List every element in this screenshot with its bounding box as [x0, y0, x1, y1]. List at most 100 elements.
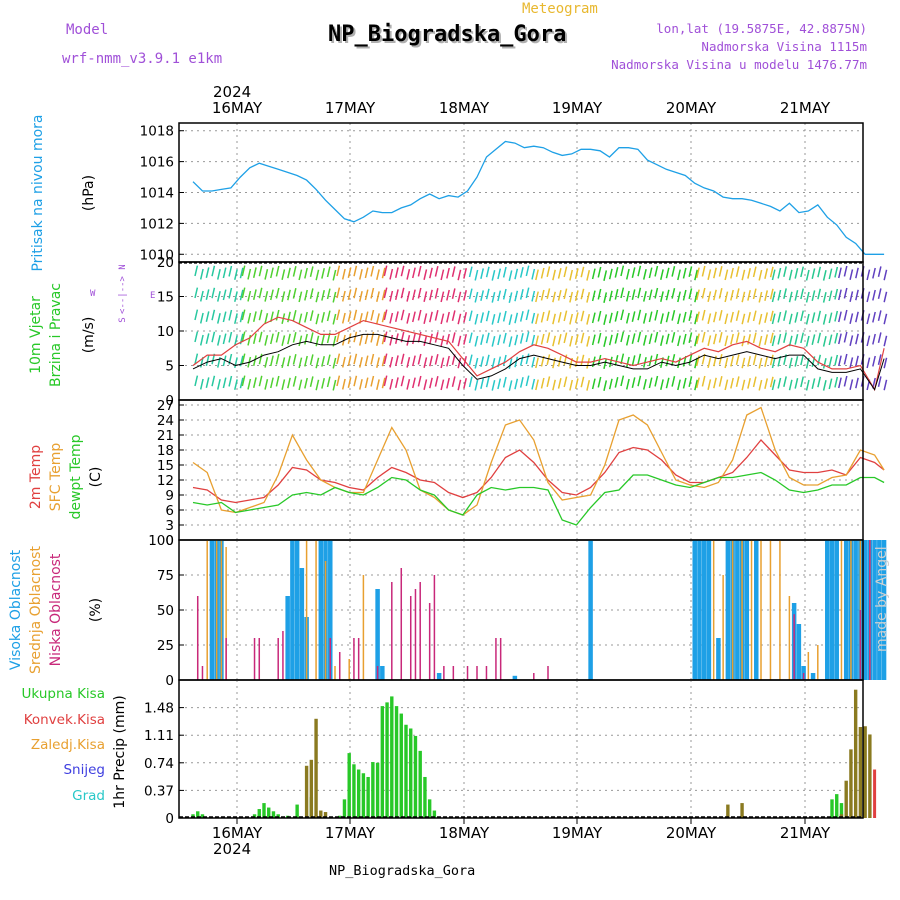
wind-arrow-320: [485, 310, 490, 322]
wind-arrow-167: [341, 378, 346, 390]
wind-arrow-408: [569, 269, 574, 281]
wind-arrow-210: [383, 265, 388, 277]
wind-arrow-271: [440, 291, 445, 303]
wind-arrow-444: [603, 270, 608, 281]
wind-arrow-343: [508, 292, 513, 303]
wind-arrow-187: [364, 289, 369, 301]
wind-arrow-78: [264, 269, 269, 280]
cloud-low-bar-16: [419, 582, 421, 680]
wind-arrow-475: [631, 289, 636, 300]
wind-arrow-263: [429, 377, 433, 389]
wind-arrow-11: [199, 378, 204, 390]
precip-total-bar-20: [375, 762, 380, 818]
wind-arrow-226: [394, 355, 399, 366]
wind-arrow-144: [326, 266, 331, 278]
cloud-mid-bar-11: [712, 540, 715, 680]
ytick-label-0: 0: [165, 811, 174, 827]
wind-arrow-607: [752, 288, 757, 300]
cloud-ylabel-high: Visoka Oblacnost: [8, 549, 24, 670]
wind-arrow-586: [730, 355, 734, 367]
wind-arrow-528: [682, 267, 687, 279]
wind-arrow-239: [406, 379, 411, 390]
wind-arrow-433: [591, 290, 596, 302]
wind-arrow-332: [497, 312, 502, 324]
wind-arrow-245: [412, 377, 416, 389]
wind-arrow-663: [800, 332, 804, 344]
wind-dir-w: W: [90, 289, 96, 299]
wind-arrow-335: [497, 378, 502, 390]
precip-total-bar-8: [276, 814, 280, 818]
wind-arrow-520: [671, 354, 676, 365]
wind-arrow-703: [838, 289, 842, 301]
wind-arrow-501: [654, 331, 659, 343]
bottom-year: 2024: [213, 840, 251, 858]
wind-arrow-549: [696, 333, 700, 345]
wind-arrow-613: [758, 291, 763, 303]
wind-gust-line: [192, 316, 885, 392]
cloud-low-bar-18: [433, 575, 436, 680]
precip-total-bar-23: [390, 696, 394, 818]
wind-arrow-535: [688, 288, 693, 299]
cloud-mid-bar-14: [741, 540, 743, 680]
cloud-high-bar-10: [328, 540, 333, 680]
wind-arrow-261: [429, 333, 433, 345]
cloud-high-bar-5: [294, 540, 300, 680]
wind-arrow-306: [474, 269, 479, 281]
wind-arrow-487: [642, 291, 647, 302]
wind-arrow-684: [822, 270, 827, 281]
wind-arrow-58: [241, 353, 246, 365]
wind-arrow-447: [603, 336, 608, 347]
wind-arrow-660: [800, 266, 804, 278]
wind-arrow-601: [747, 290, 751, 301]
precip-total-bar-32: [432, 810, 437, 818]
cloud-mid-bar-10: [362, 575, 365, 680]
cloud-low-bar-25: [499, 638, 502, 680]
precip-convective-bar-12: [863, 726, 867, 818]
wind-arrow-704: [838, 311, 842, 323]
cloud-mid-bar-1: [206, 540, 208, 680]
precip-convective-bar-5: [726, 804, 730, 818]
ytick-label-2: 1014: [140, 186, 174, 202]
wind-arrow-34: [222, 355, 227, 367]
cloud-low-bar-10: [357, 638, 360, 680]
cloud-low-bar-8: [338, 652, 341, 680]
wind-arrow-378: [540, 267, 545, 279]
wind-arrow-410: [569, 313, 574, 325]
wind-arrow-484: [637, 353, 642, 365]
cloud-low-bar-28: [793, 614, 795, 680]
wind-arrow-219: [389, 334, 394, 346]
wind-arrow-198: [376, 269, 380, 280]
wind-arrow-557: [701, 375, 706, 387]
precip-total-bar-28: [413, 735, 418, 818]
ytick-label-4: 12: [157, 473, 174, 489]
wind-arrow-186: [364, 267, 369, 279]
wind-arrow-540: [694, 269, 698, 281]
wind-arrow-746: [877, 310, 882, 321]
wind-arrow-509: [660, 379, 664, 390]
wind-arrow-169: [347, 289, 352, 300]
ytick-label-3: 1.11: [144, 728, 174, 744]
wind-arrow-168: [347, 267, 352, 278]
wind-arrow-645: [783, 332, 787, 343]
wind-arrow-661: [800, 288, 804, 300]
wind-arrow-495: [648, 333, 653, 345]
wind-arrow-687: [822, 336, 827, 347]
ytick-label-2: 0.74: [144, 756, 174, 772]
wind-arrow-279: [446, 333, 450, 345]
wind-arrow-553: [701, 287, 706, 299]
wind-arrow-265: [434, 288, 439, 299]
bottom-day-label-4: 20MAY: [666, 824, 717, 842]
wind-arrow-721: [855, 289, 859, 301]
wind-arrow-388: [546, 354, 551, 365]
wind-arrow-137: [315, 379, 320, 391]
wind-arrow-669: [805, 335, 810, 347]
wind-arrow-585: [730, 333, 734, 345]
wind-arrow-62: [247, 312, 252, 324]
wind-arrow-17: [205, 377, 210, 388]
wind-arrow-443: [597, 376, 602, 388]
wind-arrow-583: [730, 289, 734, 301]
wind-arrow-710: [843, 309, 848, 321]
wind-arrow-244: [412, 355, 416, 367]
wind-arrow-36: [228, 265, 233, 277]
wind-arrow-166: [341, 356, 346, 368]
